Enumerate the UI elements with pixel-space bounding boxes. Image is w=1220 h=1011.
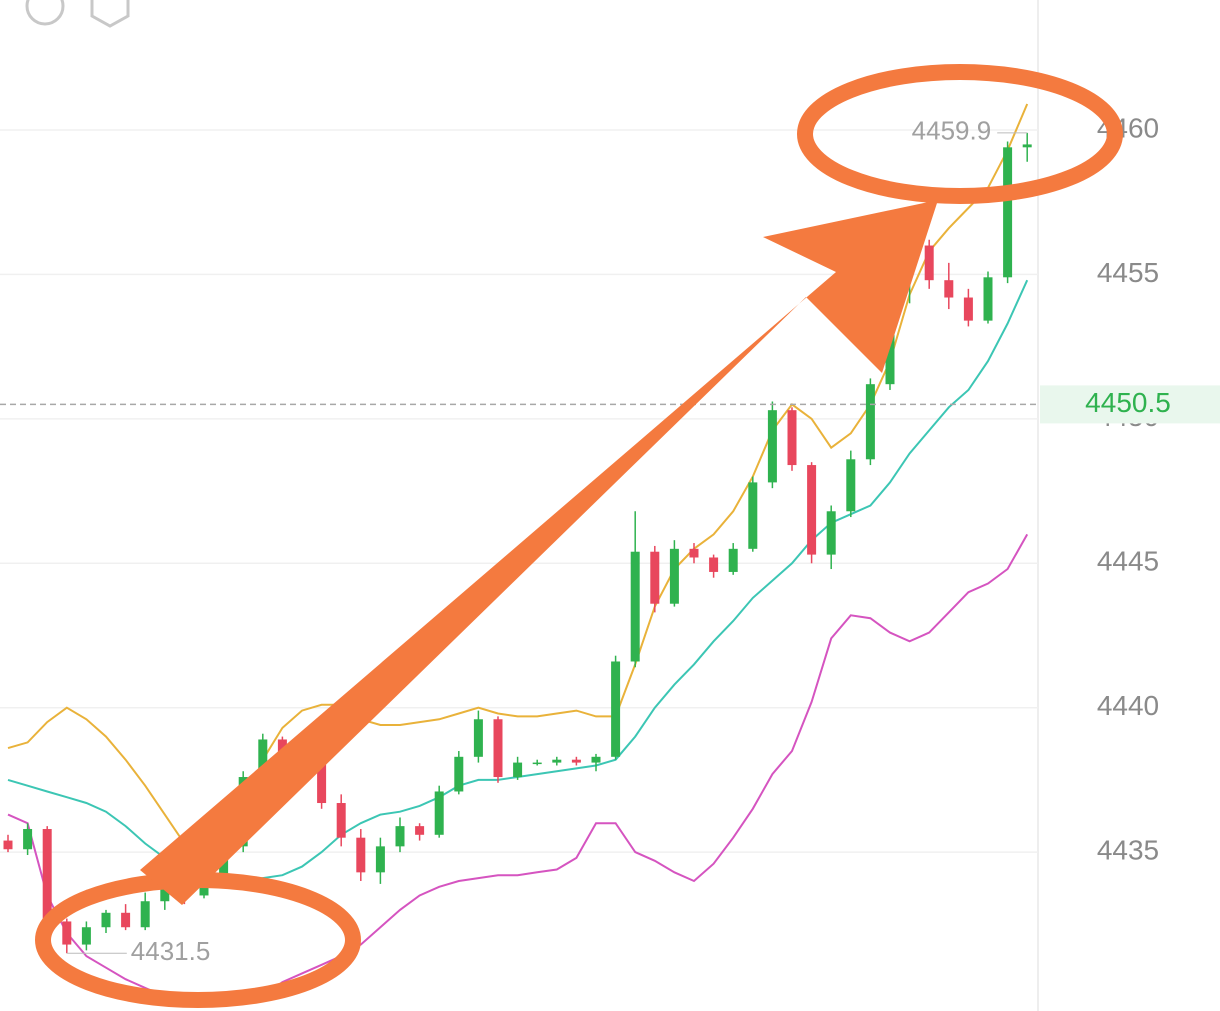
y-tick-label: 4440	[1097, 690, 1159, 721]
candle-body	[513, 762, 523, 778]
candle-body	[571, 759, 581, 763]
candle-body	[317, 762, 327, 804]
candle-body	[944, 280, 954, 298]
candle-body	[689, 548, 699, 558]
candle-body	[415, 826, 425, 835]
last-price-badge	[1040, 385, 1220, 424]
trend-arrow	[140, 200, 938, 905]
max-label: 4459.9	[912, 116, 992, 146]
highlight-ellipse	[797, 64, 1123, 204]
candle-body	[1022, 144, 1032, 148]
candle-body	[81, 927, 91, 945]
candle-body	[611, 661, 621, 757]
candle-body	[277, 739, 287, 754]
candle-body	[473, 719, 483, 757]
candle-body	[160, 886, 170, 902]
candle-body	[23, 829, 33, 850]
candle-body	[356, 837, 366, 873]
toolbar-icons	[25, 0, 130, 28]
candle-body	[62, 921, 72, 945]
candle-body	[434, 791, 444, 835]
candle-body	[591, 756, 601, 763]
candle-body	[924, 245, 934, 281]
candle-body	[983, 277, 993, 321]
candle-body	[709, 557, 719, 572]
indicator-line	[7, 103, 1029, 865]
candle-body	[140, 901, 150, 928]
y-tick-label: 4435	[1097, 835, 1159, 866]
candle-body	[493, 719, 503, 778]
candle-body	[807, 465, 817, 555]
candle-body	[963, 297, 973, 321]
settings-icon[interactable]	[90, 0, 130, 28]
min-label: 4431.5	[131, 936, 211, 966]
candle-body	[42, 829, 52, 919]
candle-body	[728, 548, 738, 572]
candle-body	[395, 826, 405, 847]
y-tick-label: 4445	[1097, 546, 1159, 577]
candle-body	[3, 840, 13, 850]
candle-body	[336, 803, 346, 838]
y-tick-label: 4455	[1097, 257, 1159, 288]
candle-body	[375, 846, 385, 873]
labels: 4435444044454450445544604459.94431.54450…	[0, 112, 1220, 966]
indicator-line	[7, 279, 1029, 885]
candle-body	[454, 756, 464, 792]
candle-body	[787, 410, 797, 466]
candle-body	[101, 912, 111, 928]
candle-body	[258, 739, 268, 778]
collapse-icon[interactable]	[25, 0, 65, 26]
candle-body	[669, 548, 679, 604]
candle-body	[846, 459, 856, 512]
last-price-label: 4450.5	[1085, 387, 1171, 418]
candle-body	[865, 384, 875, 460]
candle-body	[199, 881, 209, 896]
candle-body	[767, 410, 777, 483]
candle-body	[826, 511, 836, 555]
candle-body	[532, 762, 542, 765]
candle-body	[650, 551, 660, 604]
candle-body	[630, 551, 640, 662]
candle-body	[552, 759, 562, 763]
candle-body	[121, 912, 131, 928]
candle-body	[748, 482, 758, 549]
candle-body	[1003, 147, 1013, 278]
